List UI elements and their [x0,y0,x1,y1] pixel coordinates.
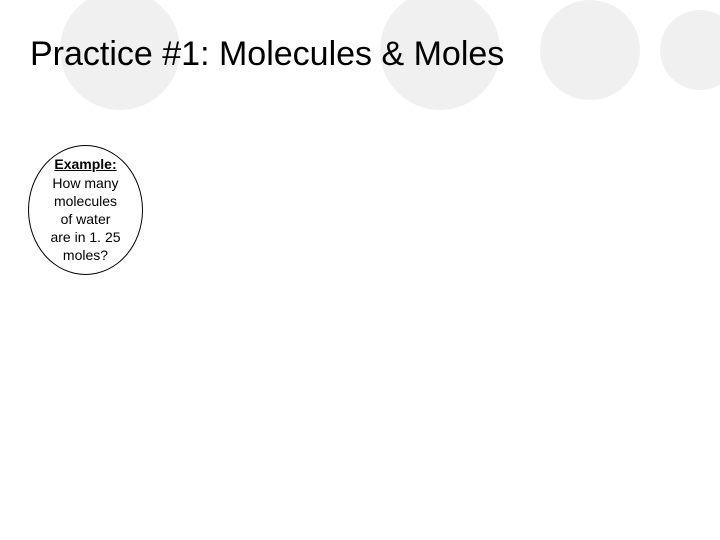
example-text-line3: of water [61,210,111,228]
example-text-line5: moles? [63,246,108,264]
example-text-line1: How many [52,174,118,192]
decorative-circle-4 [660,10,720,90]
example-callout: Example: How many molecules of water are… [28,145,143,275]
example-label: Example: [54,155,116,173]
example-text-line2: molecules [54,192,117,210]
slide-title: Practice #1: Molecules & Moles [30,35,504,74]
decorative-circle-3 [540,0,640,100]
example-text-line4: are in 1. 25 [50,228,120,246]
